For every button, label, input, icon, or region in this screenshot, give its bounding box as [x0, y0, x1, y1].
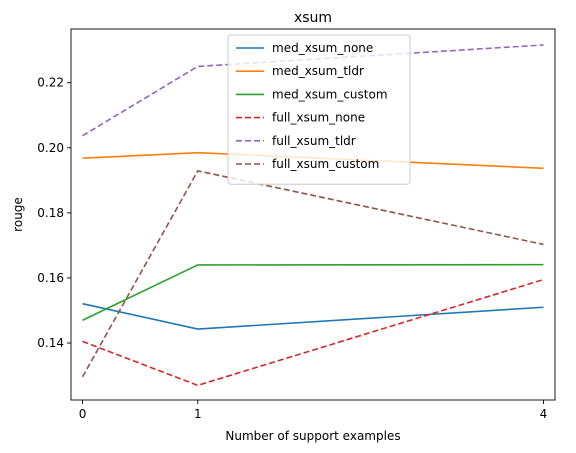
legend: med_xsum_none med_xsum_tldr med_xsum_custo… [227, 34, 411, 185]
x-axis-label: Number of support examples [225, 429, 400, 443]
series-line-med_xsum_none [82, 302, 544, 330]
y-tick-label: 0.14 [37, 336, 64, 350]
plot-frame [70, 28, 556, 401]
legend-label-med_xsum_none: med_xsum_none [272, 41, 373, 55]
series-line-med_xsum_custom [82, 263, 544, 321]
series-line-full_xsum_tldr [82, 44, 544, 137]
legend-label-full_xsum_custom: full_xsum_custom [272, 157, 379, 171]
plot-area: 0 1 4 0.14 0.16 0.18 0.20 0.22 [37, 28, 556, 421]
x-tick-label: 4 [540, 407, 548, 421]
y-tick-label: 0.22 [37, 76, 64, 90]
series-line-med_xsum_tldr [82, 151, 544, 170]
y-tick-label: 0.16 [37, 271, 64, 285]
legend-box [227, 34, 411, 185]
y-tick-label: 0.18 [37, 206, 64, 220]
legend-label-full_xsum_none: full_xsum_none [272, 111, 365, 125]
legend-label-med_xsum_tldr: med_xsum_tldr [272, 64, 364, 78]
chart-title: xsum [294, 10, 332, 26]
series-line-full_xsum_custom [81, 170, 544, 378]
x-tick-label: 0 [79, 407, 87, 421]
series-line-full_xsum_none [82, 278, 544, 387]
x-tick-label: 1 [194, 407, 202, 421]
legend-label-med_xsum_custom: med_xsum_custom [272, 87, 388, 101]
y-tick-label: 0.20 [37, 141, 64, 155]
y-axis-label: rouge [11, 197, 25, 232]
legend-label-full_xsum_tldr: full_xsum_tldr [272, 134, 356, 148]
